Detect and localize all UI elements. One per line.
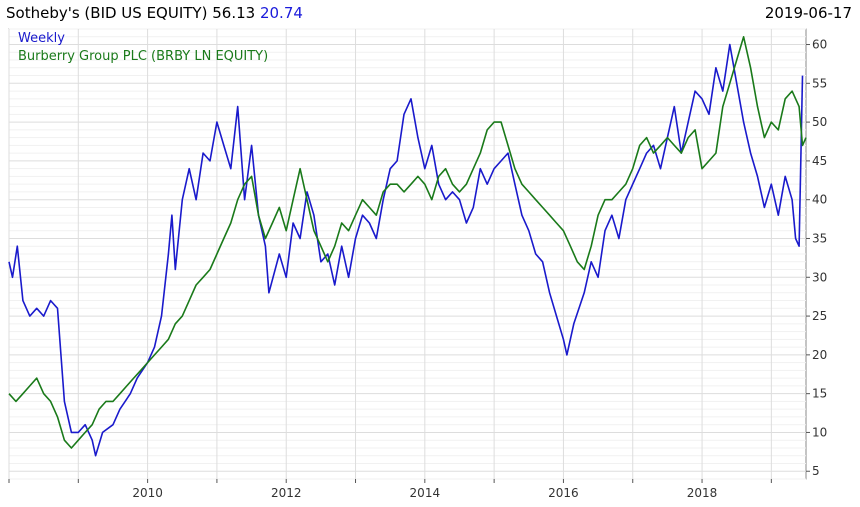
- x-tick-label: 2014: [410, 486, 441, 500]
- y-tick-label: 60: [812, 38, 827, 52]
- last-price: 56.13: [212, 4, 256, 22]
- x-tick-label: 2016: [548, 486, 579, 500]
- series-lines: [8, 36, 807, 457]
- legend-weekly: Weekly: [18, 31, 65, 46]
- chart-date: 2019-06-17: [764, 4, 852, 22]
- axes: 5 10 15 20 25 30 35 40 45 50 55 60 2010 2012 2014 2016 2…: [8, 38, 827, 500]
- y-tick-label: 20: [812, 348, 827, 362]
- series-line-0: [8, 43, 804, 457]
- y-tick-label: 15: [812, 387, 827, 401]
- x-tick-label: 2018: [687, 486, 718, 500]
- y-tick-label: 45: [812, 154, 827, 168]
- ticker-label: Sotheby's (BID US EQUITY): [6, 4, 208, 22]
- secondary-value: 20.74: [259, 4, 303, 22]
- series-line-1: [8, 36, 807, 449]
- x-tick-label: 2010: [132, 486, 163, 500]
- y-tick-label: 25: [812, 309, 827, 323]
- y-tick-label: 30: [812, 270, 827, 284]
- y-tick-label: 55: [812, 76, 827, 90]
- y-tick-label: 10: [812, 425, 827, 439]
- legend-burberry: Burberry Group PLC (BRBY LN EQUITY): [18, 49, 268, 64]
- x-tick-label: 2012: [271, 486, 302, 500]
- y-tick-label: 50: [812, 115, 827, 129]
- chart-title: Sotheby's (BID US EQUITY) 56.13 20.74: [6, 0, 303, 26]
- y-tick-label: 35: [812, 231, 827, 245]
- y-tick-label: 40: [812, 193, 827, 207]
- y-tick-label: 5: [812, 464, 820, 478]
- grid: [8, 28, 806, 480]
